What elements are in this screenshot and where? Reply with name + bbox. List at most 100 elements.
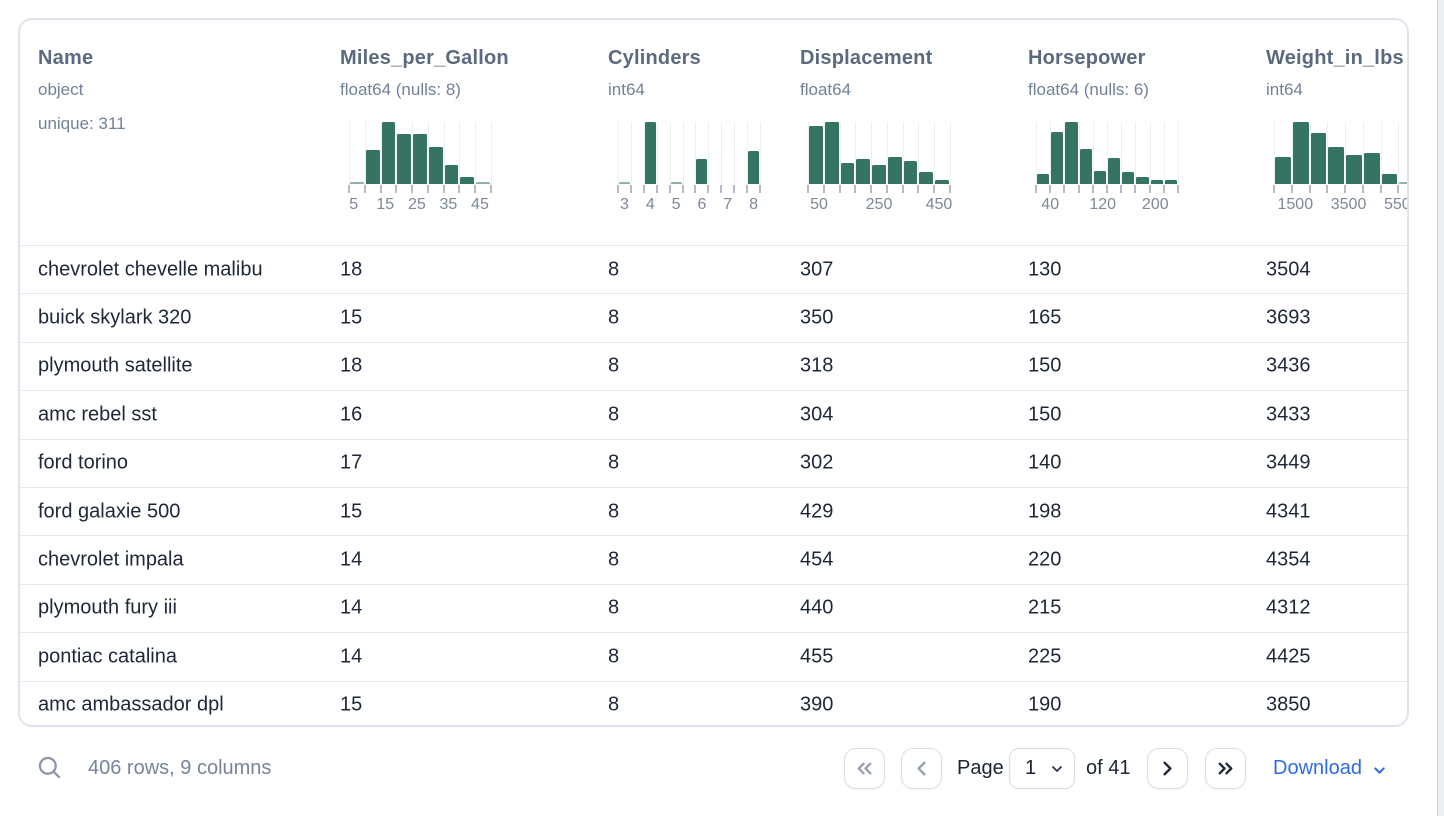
adjacent-panel-edge (1437, 0, 1444, 816)
cell-value: 8 (608, 548, 620, 571)
histogram-gridline (618, 122, 619, 184)
axis-tick (655, 185, 658, 193)
column-header-weight_in_lbs[interactable]: Weight_in_lbs int64 1500 3500 5500 (1266, 20, 1407, 213)
axis-tick-label: 5 (671, 196, 681, 213)
first-page-button[interactable] (844, 748, 885, 789)
table-row: buick skylark 320 15 8 350 165 3693 (20, 293, 1407, 342)
axis-tick (1120, 185, 1123, 193)
cell-value: 15 (340, 693, 363, 716)
axis-tick (917, 185, 920, 193)
histogram-gridline (349, 122, 350, 184)
histogram-bar (1150, 179, 1163, 184)
cell-value: 14 (340, 548, 363, 571)
column-histogram[interactable]: 5 15 25 35 45 (348, 122, 492, 213)
axis-tick (1077, 185, 1080, 193)
column-histogram[interactable]: 1500 3500 5500 (1273, 122, 1407, 213)
cell-value: 4354 (1266, 548, 1311, 571)
histogram-bar (1363, 153, 1380, 184)
axis-tick (949, 185, 951, 193)
histogram-bar (476, 182, 491, 184)
histogram-axis-labels: 5 15 25 35 45 (349, 196, 491, 213)
cell-name: chevrolet impala (38, 548, 184, 571)
histogram-bar (1079, 148, 1092, 184)
cell-value: 18 (340, 258, 363, 281)
histogram-bar (1051, 131, 1064, 184)
column-histogram[interactable]: 40 120 200 (1035, 122, 1179, 213)
axis-tick (379, 185, 382, 193)
chevron-down-icon (1052, 765, 1062, 772)
axis-tick (1063, 185, 1066, 193)
histogram-axis-ticks (617, 185, 761, 193)
cell-value: 302 (800, 451, 834, 474)
axis-tick-label: 3500 (1330, 196, 1367, 213)
column-histogram[interactable]: 50 250 450 (807, 122, 953, 213)
cell-value: 130 (1028, 258, 1062, 281)
histogram-bar (1275, 156, 1291, 184)
histogram-bar (840, 162, 855, 184)
histogram-axis-labels: 40 120 200 (1036, 196, 1178, 213)
axis-tick (395, 185, 398, 193)
cell-value: 390 (800, 693, 834, 716)
axis-tick (668, 185, 671, 193)
histogram-bars (1036, 122, 1178, 184)
cell-value: 3436 (1266, 354, 1311, 377)
cell-name: ford galaxie 500 (38, 500, 181, 523)
axis-tick (707, 185, 710, 193)
axis-tick (490, 185, 492, 193)
histogram-gridline (1121, 122, 1123, 184)
histogram-gridline (412, 122, 414, 184)
histogram-bar (1399, 182, 1407, 184)
column-header-name[interactable]: Name object unique: 311 (38, 20, 126, 134)
histogram-gridline (823, 122, 825, 184)
axis-tick (474, 185, 477, 193)
histogram-bar (428, 146, 443, 184)
histogram-bar (1328, 146, 1344, 184)
column-dtype: int64 (1266, 80, 1303, 99)
last-page-button[interactable] (1205, 748, 1246, 789)
histogram-bar (872, 164, 886, 184)
cell-value: 8 (608, 258, 620, 281)
chevron-right-icon (1163, 761, 1172, 776)
histogram-bar (397, 134, 412, 184)
column-header-horsepower[interactable]: Horsepower float64 (nulls: 6) 40 120 200 (1028, 20, 1179, 213)
histogram-gridline (1274, 122, 1275, 184)
histogram-gridline (427, 122, 429, 184)
axis-tick (348, 185, 350, 193)
histogram-bar (1136, 176, 1149, 184)
histogram-gridline (747, 122, 749, 184)
previous-page-button[interactable] (901, 748, 942, 789)
column-name: Horsepower (1028, 47, 1146, 69)
axis-tick-label: 50 (810, 196, 828, 213)
cell-value: 17 (340, 451, 363, 474)
histogram-gridline (364, 122, 366, 184)
cell-value: 3693 (1266, 306, 1311, 329)
cell-value: 455 (800, 645, 834, 668)
histogram-gridline (1398, 122, 1400, 184)
histogram-bar (809, 126, 823, 184)
search-icon[interactable] (36, 754, 63, 781)
page-select[interactable]: 1 (1009, 748, 1075, 789)
column-header-miles_per_gallon[interactable]: Miles_per_Gallon float64 (nulls: 8) 5 15 25 3… (340, 20, 509, 213)
column-name: Miles_per_Gallon (340, 47, 509, 69)
histogram-gridline (950, 122, 951, 184)
column-header-displacement[interactable]: Displacement float64 50 250 450 (800, 20, 953, 213)
column-name: Displacement (800, 47, 933, 69)
axis-tick-label: 450 (925, 196, 953, 213)
download-label: Download (1273, 757, 1362, 779)
histogram-gridline (1149, 122, 1151, 184)
histogram-gridline (1327, 122, 1329, 184)
axis-tick (1344, 185, 1346, 193)
axis-tick-label: 120 (1089, 196, 1117, 213)
table-row: ford torino 17 8 302 140 3449 (20, 438, 1407, 487)
histogram-gridline (1135, 122, 1137, 184)
column-dtype: float64 (nulls: 8) (340, 80, 461, 99)
axis-tick (426, 185, 429, 193)
column-header-cylinders[interactable]: Cylinders int64 3 4 5 6 7 8 (608, 20, 761, 213)
histogram-plot-area (1036, 122, 1179, 184)
next-page-button[interactable] (1147, 748, 1188, 789)
cell-value: 150 (1028, 354, 1062, 377)
download-button[interactable]: Download (1273, 757, 1388, 780)
table-row: pontiac catalina 14 8 455 225 4425 (20, 632, 1407, 681)
histogram-gridline (1345, 122, 1346, 184)
